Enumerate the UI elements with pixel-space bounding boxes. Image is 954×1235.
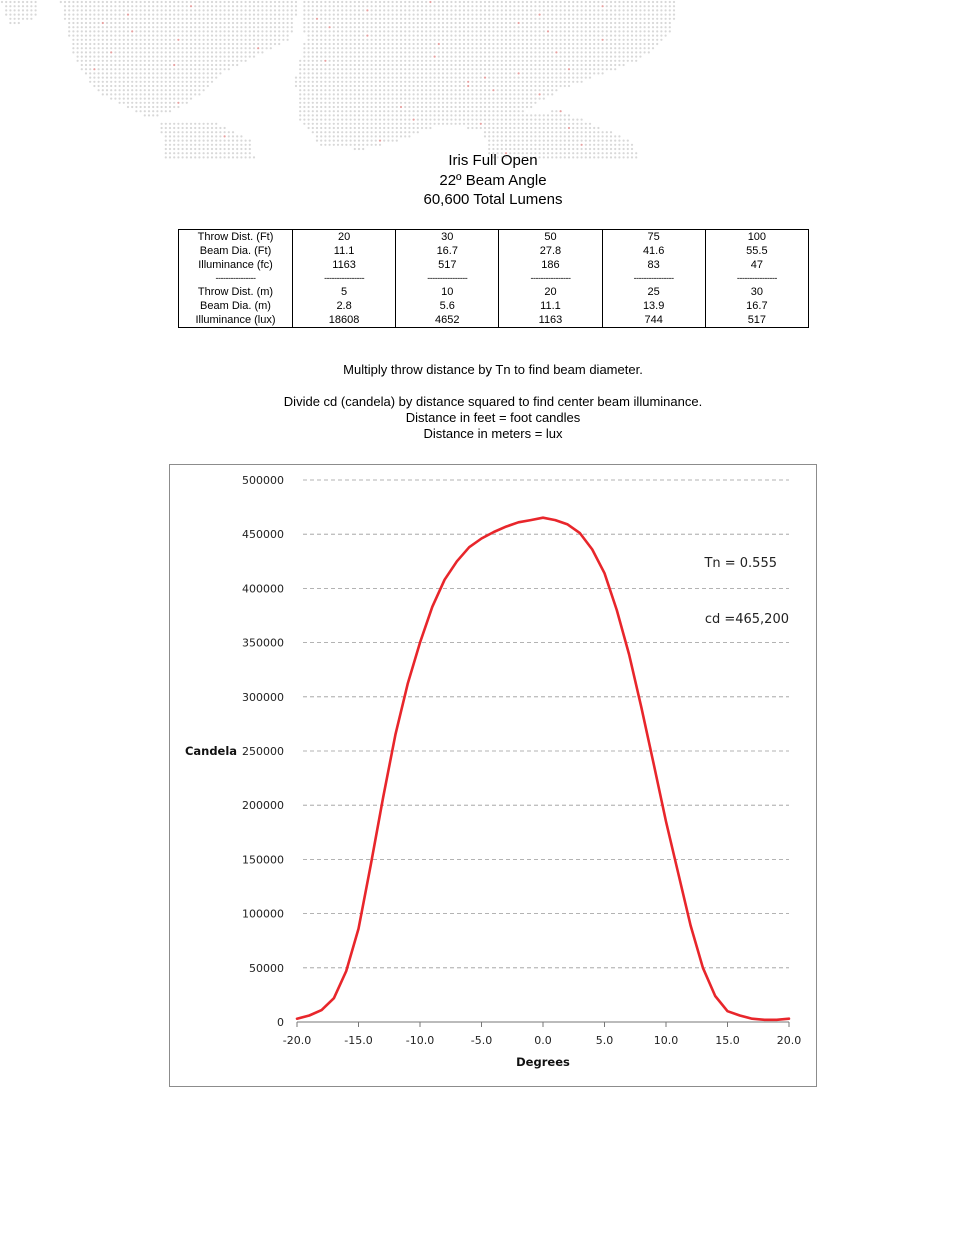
table-cell: ---------------- (395, 272, 500, 285)
table-cell: ---------------- (601, 272, 706, 285)
table-row: Throw Dist. (Ft) 20 30 50 75 100 (178, 229, 810, 244)
row-label: Illuminance (fc) (178, 258, 293, 272)
table-row: Illuminance (lux) 18608 4652 1163 744 517 (178, 313, 810, 328)
table-cell: 2.8 (291, 299, 397, 313)
candela-chart: 0 50000 100000 150000 200000 250000 300000 3500… (169, 464, 817, 1087)
y-tick-label: 400000 (242, 582, 284, 595)
x-axis-label: Degrees (516, 1055, 570, 1069)
x-tick-label: -15.0 (344, 1034, 372, 1047)
note-meters: Distance in meters = lux (423, 426, 563, 441)
table-row: Beam Dia. (m) 2.8 5.6 11.1 13.9 16.7 (178, 299, 810, 313)
table-cell: 47 (704, 258, 810, 272)
annotation-cd: cd =465,200 (705, 612, 789, 627)
table-cell: 27.8 (498, 244, 603, 258)
title-line-2: 22º Beam Angle (439, 171, 547, 189)
row-label: Throw Dist. (m) (178, 285, 293, 299)
x-tick-label: 0.0 (534, 1034, 552, 1047)
annotation-tn: Tn = 0.555 (703, 556, 777, 571)
table-row: ---------------- ---------------- --------… (178, 272, 810, 285)
table-cell: 10 (395, 285, 500, 299)
table-cell: 186 (498, 258, 603, 272)
row-label: ---------------- (178, 272, 293, 285)
table-cell: ---------------- (704, 272, 810, 285)
x-tick-label: 5.0 (596, 1034, 614, 1047)
table-cell: 16.7 (704, 299, 810, 313)
table-cell: 50 (498, 229, 603, 244)
table-cell: 75 (601, 229, 706, 244)
table-cell: 744 (601, 313, 706, 328)
y-tick-label: 0 (277, 1016, 284, 1029)
y-tick-label: 150000 (242, 853, 284, 866)
table-cell: 25 (601, 285, 706, 299)
table-cell: 30 (395, 229, 500, 244)
x-tick-label: 10.0 (654, 1034, 679, 1047)
table-cell: 13.9 (601, 299, 706, 313)
table-cell: 5.6 (395, 299, 500, 313)
table-row: Beam Dia. (Ft) 11.1 16.7 27.8 41.6 55.5 (178, 244, 810, 258)
table-cell: 4652 (395, 313, 500, 328)
throw-distance-table: Throw Dist. (Ft) 20 30 50 75 100 Beam Dia. (Ft… (178, 229, 810, 328)
table-cell: 11.1 (291, 244, 397, 258)
table-cell: 30 (704, 285, 810, 299)
note-feet: Distance in feet = foot candles (405, 410, 581, 425)
x-tick-label: 15.0 (715, 1034, 740, 1047)
title-line-3: 60,600 Total Lumens (423, 191, 563, 208)
table-cell: 517 (704, 313, 810, 328)
x-tick-label: -20.0 (283, 1034, 311, 1047)
x-tick-label: -10.0 (406, 1034, 434, 1047)
table-cell: 18608 (291, 313, 397, 328)
y-tick-label: 100000 (242, 908, 284, 921)
table-cell: 11.1 (498, 299, 603, 313)
candela-curve (295, 516, 791, 1022)
x-tick-label: 20.0 (777, 1034, 802, 1047)
title-line-1: Iris Full Open (448, 152, 538, 169)
row-label: Throw Dist. (Ft) (178, 229, 293, 244)
y-tick-label: 50000 (249, 962, 284, 975)
y-tick-label: 200000 (242, 799, 284, 812)
table-cell: 1163 (498, 313, 603, 328)
y-tick-label: 500000 (242, 474, 284, 487)
note-divide: Divide cd (candela) by distance squared … (283, 394, 703, 409)
table-cell: 20 (291, 229, 397, 244)
table-cell: ---------------- (498, 272, 603, 285)
table-cell: 1163 (291, 258, 397, 272)
note-multiply: Multiply throw distance by Tn to find be… (343, 362, 643, 377)
row-label: Beam Dia. (Ft) (178, 244, 293, 258)
y-tick-label: 250000 (242, 745, 284, 758)
y-tick-label: 350000 (242, 637, 284, 650)
world-map-background (0, 0, 676, 159)
table-cell: ---------------- (291, 272, 397, 285)
table-cell: 517 (395, 258, 500, 272)
y-axis-label: Candela (185, 744, 237, 758)
table-cell: 100 (704, 229, 810, 244)
table-row: Illuminance (fc) 1163 517 186 83 47 (178, 258, 810, 272)
row-label: Beam Dia. (m) (178, 299, 293, 313)
table-cell: 20 (498, 285, 603, 299)
y-tick-label: 450000 (242, 528, 284, 541)
chart-title-block: Iris Full Open 22º Beam Angle 60,600 Tot… (343, 151, 643, 210)
row-label: Illuminance (lux) (178, 313, 293, 328)
table-cell: 41.6 (601, 244, 706, 258)
table-cell: 55.5 (704, 244, 810, 258)
candela-chart-svg: 0 50000 100000 150000 200000 250000 300000 3500… (185, 474, 802, 1069)
table-cell: 16.7 (395, 244, 500, 258)
y-tick-label: 300000 (242, 691, 284, 704)
table-cell: 83 (601, 258, 706, 272)
table-row: Throw Dist. (m) 5 10 20 25 30 (178, 285, 810, 299)
table-cell: 5 (291, 285, 397, 299)
x-tick-label: -5.0 (471, 1034, 492, 1047)
